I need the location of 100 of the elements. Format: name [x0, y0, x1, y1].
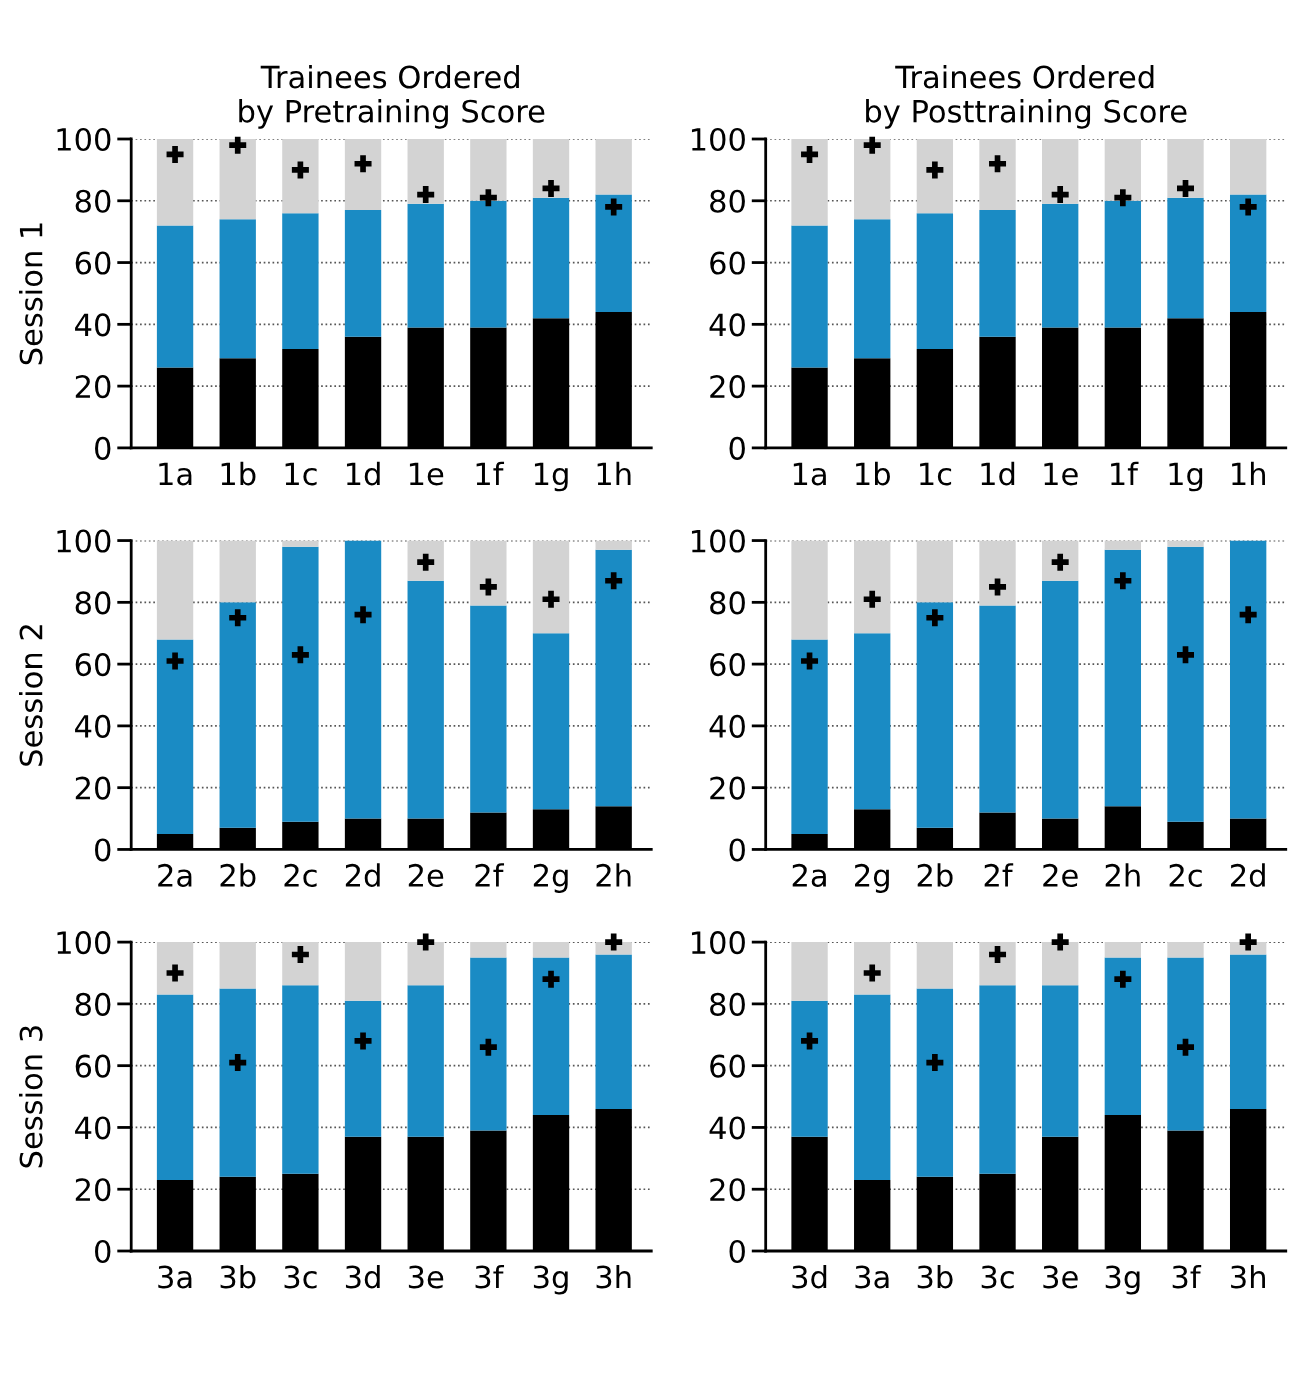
x-tick-label: 3c [284, 1265, 317, 1289]
point [989, 945, 1007, 963]
bar [979, 540, 1016, 606]
bar [282, 139, 319, 214]
bar [282, 985, 319, 1174]
x-tick-label: 2e [1043, 863, 1078, 887]
y-tick-label: 80 [75, 189, 111, 213]
y-tick-label: 60 [710, 653, 745, 677]
bar [791, 540, 828, 640]
bar [532, 540, 570, 634]
y-tick-label: 80 [75, 992, 111, 1016]
point [291, 646, 309, 664]
bar [791, 225, 828, 368]
x-tick-label: 1c [285, 462, 317, 486]
bar [1104, 139, 1142, 201]
bar [407, 139, 444, 204]
point [605, 933, 623, 951]
y-tick-label: 20 [710, 375, 745, 399]
y-tick-label: 40 [75, 1116, 111, 1140]
bar [407, 985, 444, 1137]
y-tick-label: 100 [691, 931, 745, 955]
point [1114, 572, 1132, 590]
bar [344, 210, 382, 337]
point [542, 590, 560, 608]
x-tick-label: 1a [793, 462, 826, 486]
bar [1104, 549, 1142, 807]
point [1177, 179, 1195, 197]
point [166, 652, 184, 670]
point [1051, 186, 1069, 204]
x-tick-label: 3e [1043, 1265, 1078, 1289]
point [291, 945, 309, 963]
bar [854, 219, 891, 359]
x-tick-label: 1a [159, 462, 192, 486]
bar [532, 942, 570, 958]
x-tick-label: 1e [1044, 462, 1078, 486]
bar [791, 942, 828, 1001]
x-tick-label: 3h [596, 1264, 631, 1289]
point [229, 609, 247, 627]
point [417, 186, 435, 204]
bar [979, 985, 1016, 1174]
point [605, 572, 623, 590]
point [863, 136, 881, 154]
x-tick-label: 3a [158, 1265, 192, 1289]
point [479, 1038, 497, 1056]
bar [916, 942, 954, 989]
bar [979, 605, 1016, 813]
x-tick-label: 1e [409, 462, 444, 486]
point [354, 155, 372, 173]
x-tick-label: 1c [920, 462, 952, 486]
point [542, 970, 560, 988]
x-tick-label: 2b [917, 863, 953, 887]
x-tick-label: 2h [1105, 863, 1140, 887]
x-tick-label: 1g [1169, 462, 1203, 492]
bar [1042, 985, 1079, 1137]
point [417, 933, 435, 951]
point [1051, 933, 1069, 951]
point [801, 652, 819, 670]
bar [791, 639, 828, 834]
point [1239, 933, 1257, 951]
y-tick-label: 40 [75, 714, 111, 738]
bar [595, 139, 632, 195]
y-tick-label: 60 [75, 1054, 111, 1078]
point [926, 1054, 944, 1072]
y-tick-label: 0 [95, 1239, 111, 1264]
y-tick-label: 100 [691, 127, 745, 152]
bar [916, 540, 954, 603]
bar [407, 580, 444, 819]
bar [219, 602, 256, 828]
bar [595, 540, 632, 550]
bar [407, 203, 444, 328]
bar [1167, 139, 1204, 198]
bar [470, 942, 507, 958]
bar [916, 139, 954, 214]
bar [916, 602, 954, 828]
bar [344, 139, 382, 211]
bar [470, 540, 507, 606]
y-tick-label: 20 [75, 375, 111, 399]
y-tick-label: 80 [710, 591, 745, 615]
point [1177, 646, 1195, 664]
point [542, 179, 560, 197]
x-tick-label: 2f [475, 863, 505, 887]
y-axis-title: Session 3 [19, 1026, 43, 1168]
y-tick-label: 40 [709, 313, 745, 337]
bar [595, 194, 632, 312]
point [801, 1032, 819, 1050]
bar [1104, 540, 1142, 550]
bar [219, 139, 256, 220]
bar [791, 139, 828, 226]
y-tick-label: 20 [710, 776, 745, 800]
x-tick-label: 1h [1232, 461, 1265, 485]
y-tick-label: 100 [57, 127, 111, 152]
x-tick-label: 3g [1105, 1265, 1140, 1295]
y-tick-label: 100 [57, 931, 111, 955]
bar [532, 633, 570, 810]
point [291, 161, 309, 179]
x-tick-label: 2d [345, 863, 380, 887]
bar [916, 988, 954, 1177]
bar [344, 540, 382, 819]
bar [1167, 957, 1204, 1131]
bar [282, 540, 319, 547]
